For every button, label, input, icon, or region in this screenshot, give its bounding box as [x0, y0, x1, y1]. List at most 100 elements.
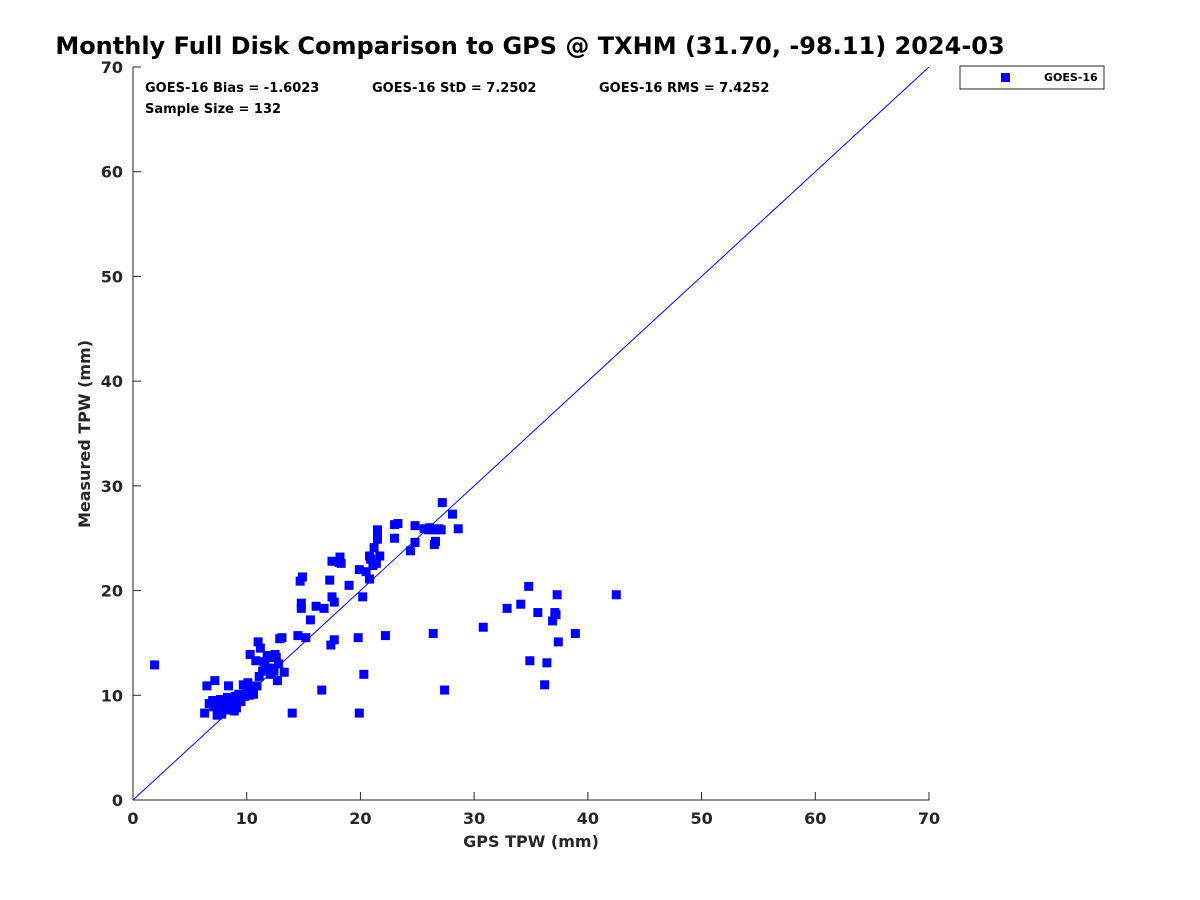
- data-point: [209, 702, 219, 712]
- data-point: [354, 565, 364, 575]
- data-point: [329, 597, 339, 607]
- one-to-one-line: [132, 66, 930, 801]
- data-point: [405, 546, 415, 556]
- data-point: [213, 701, 223, 711]
- y-tick-label: 50: [101, 267, 123, 286]
- data-point: [393, 519, 403, 529]
- data-point: [293, 631, 303, 641]
- data-point: [354, 708, 364, 718]
- x-axis-ticks: 0 10 20 30 40 50 60 70: [127, 792, 940, 828]
- x-tick-label: 30: [463, 809, 485, 828]
- data-point: [372, 534, 382, 544]
- data-point: [297, 572, 307, 582]
- data-point: [271, 653, 281, 663]
- plot-area: [132, 67, 929, 801]
- data-point: [319, 603, 329, 613]
- data-point: [344, 580, 354, 590]
- data-point: [224, 681, 234, 691]
- data-point: [524, 581, 534, 591]
- data-point: [239, 691, 249, 701]
- data-point: [317, 685, 327, 695]
- data-point: [390, 533, 400, 543]
- data-point: [440, 685, 450, 695]
- data-point: [553, 637, 563, 647]
- data-point: [217, 709, 227, 719]
- x-tick-label: 70: [918, 809, 940, 828]
- data-point: [301, 633, 311, 643]
- x-tick-label: 60: [804, 809, 826, 828]
- data-point: [252, 681, 262, 691]
- data-point: [542, 658, 552, 668]
- data-point: [258, 666, 268, 676]
- data-point: [430, 536, 440, 546]
- data-points: [150, 498, 621, 720]
- data-point: [210, 676, 220, 686]
- legend-marker: [1001, 73, 1010, 82]
- data-point: [253, 637, 263, 647]
- data-point: [516, 599, 526, 609]
- data-point: [296, 603, 306, 613]
- std-stat: GOES-16 StD = 7.2502: [372, 81, 536, 96]
- bias-stat: GOES-16 Bias = -1.6023: [145, 81, 319, 96]
- x-tick-label: 50: [690, 809, 712, 828]
- data-point: [296, 598, 306, 608]
- data-point: [231, 703, 241, 713]
- data-point: [419, 524, 429, 534]
- x-tick-label: 40: [577, 809, 599, 828]
- data-point: [478, 622, 488, 632]
- data-point: [251, 656, 261, 666]
- data-point: [327, 592, 337, 602]
- y-tick-label: 60: [101, 163, 123, 182]
- data-point: [274, 659, 284, 669]
- data-point: [269, 666, 279, 676]
- data-point: [366, 554, 376, 564]
- data-point: [208, 696, 218, 706]
- data-point: [369, 543, 379, 553]
- y-axis-ticks: 0 10 20 30 40 50 60 70: [101, 58, 141, 810]
- sample-size-stat: Sample Size = 132: [145, 102, 281, 117]
- data-point: [238, 680, 248, 690]
- data-point: [540, 680, 550, 690]
- y-axis-label: Measured TPW (mm): [75, 340, 94, 528]
- data-point: [262, 650, 272, 660]
- data-point: [326, 640, 336, 650]
- y-tick-label: 10: [101, 686, 123, 705]
- data-point: [255, 643, 265, 653]
- data-point: [371, 558, 381, 568]
- data-point: [551, 610, 561, 620]
- data-point: [525, 656, 535, 666]
- data-point: [277, 633, 287, 643]
- data-point: [221, 705, 231, 715]
- legend: GOES-16: [959, 65, 1105, 90]
- data-point: [425, 523, 435, 533]
- x-tick-label: 20: [349, 809, 371, 828]
- chart-title: Monthly Full Disk Comparison to GPS @ TX…: [55, 32, 1004, 60]
- data-point: [361, 567, 371, 577]
- y-tick-label: 70: [101, 58, 123, 77]
- data-point: [200, 708, 210, 718]
- data-point: [358, 592, 368, 602]
- data-point: [311, 601, 321, 611]
- data-point: [502, 603, 512, 613]
- data-point: [372, 525, 382, 535]
- data-point: [305, 615, 315, 625]
- y-tick-label: 20: [101, 582, 123, 601]
- data-point: [247, 684, 257, 694]
- data-point: [226, 701, 236, 711]
- data-point: [202, 681, 212, 691]
- data-point: [329, 635, 339, 645]
- data-point: [245, 649, 255, 659]
- data-point: [325, 575, 335, 585]
- data-point: [219, 698, 229, 708]
- data-point: [548, 616, 558, 626]
- data-point: [570, 629, 580, 639]
- data-point: [260, 660, 270, 670]
- data-point: [410, 537, 420, 547]
- y-tick-label: 0: [112, 791, 123, 810]
- data-point: [212, 710, 222, 720]
- data-point: [552, 590, 562, 600]
- data-point: [222, 692, 232, 702]
- data-point: [236, 697, 246, 707]
- data-point: [254, 671, 264, 681]
